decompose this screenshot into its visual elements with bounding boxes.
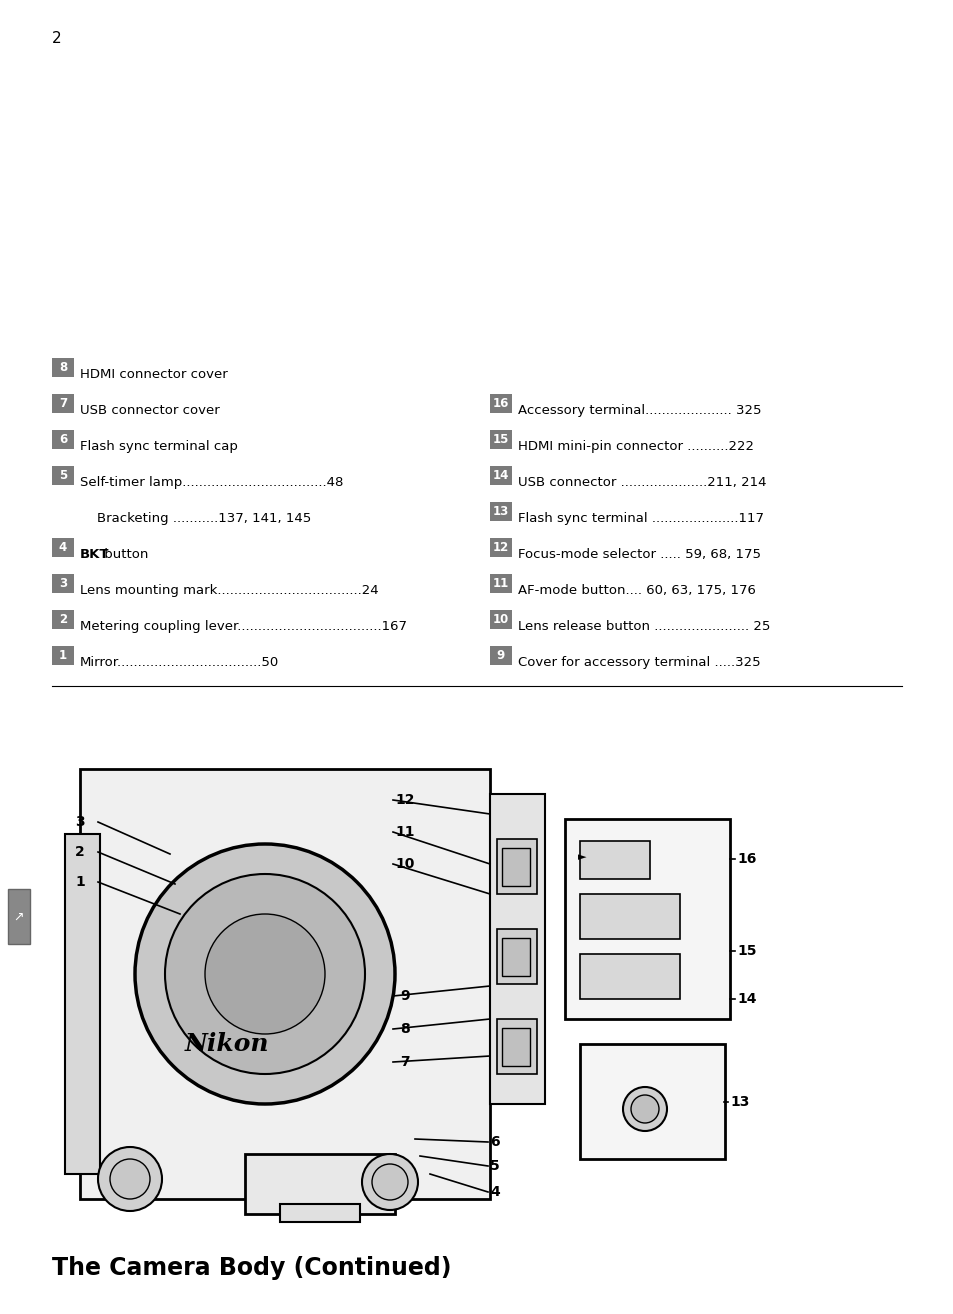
- Text: 9: 9: [497, 649, 504, 662]
- Text: Self-timer lamp...................................48: Self-timer lamp.........................…: [80, 476, 343, 489]
- Circle shape: [205, 915, 325, 1034]
- Bar: [52, 537, 74, 557]
- Bar: [579, 894, 679, 940]
- Text: 5: 5: [490, 1159, 499, 1173]
- Bar: [52, 466, 74, 485]
- Text: 12: 12: [493, 541, 509, 555]
- Bar: [579, 841, 649, 879]
- Text: 4: 4: [59, 541, 67, 555]
- Bar: [497, 929, 537, 984]
- Text: 3: 3: [59, 577, 67, 590]
- Text: Lens release button ....................... 25: Lens release button ....................…: [517, 620, 770, 633]
- Bar: [245, 1154, 395, 1214]
- Text: 2: 2: [59, 614, 67, 625]
- Text: Cover for accessory terminal .....325: Cover for accessory terminal .....325: [517, 656, 760, 669]
- Text: 16: 16: [737, 851, 756, 866]
- Bar: [490, 794, 544, 1104]
- Bar: [497, 1018, 537, 1074]
- Text: 2: 2: [75, 845, 85, 859]
- Circle shape: [110, 1159, 150, 1198]
- Text: 2: 2: [52, 32, 62, 46]
- Bar: [490, 574, 512, 593]
- Bar: [52, 610, 74, 629]
- Text: Flash sync terminal cap: Flash sync terminal cap: [80, 440, 237, 453]
- Text: 10: 10: [395, 857, 414, 871]
- Bar: [579, 1045, 724, 1159]
- Text: 9: 9: [399, 989, 409, 1003]
- Circle shape: [622, 1087, 666, 1131]
- Text: Accessory terminal..................... 325: Accessory terminal..................... …: [517, 403, 760, 417]
- Bar: [501, 1028, 530, 1066]
- Bar: [65, 834, 100, 1173]
- Bar: [280, 1204, 359, 1222]
- Bar: [490, 537, 512, 557]
- Text: 14: 14: [493, 469, 509, 482]
- Text: 5: 5: [59, 469, 67, 482]
- Text: button: button: [100, 548, 149, 561]
- Bar: [52, 574, 74, 593]
- Text: ↗: ↗: [13, 911, 24, 924]
- Circle shape: [165, 874, 365, 1074]
- Text: 7: 7: [399, 1055, 409, 1070]
- Bar: [579, 954, 679, 999]
- Bar: [80, 769, 490, 1198]
- Bar: [490, 394, 512, 413]
- Text: BKT: BKT: [80, 548, 110, 561]
- Text: USB connector cover: USB connector cover: [80, 403, 219, 417]
- Text: 11: 11: [493, 577, 509, 590]
- Text: AF-mode button.... 60, 63, 175, 176: AF-mode button.... 60, 63, 175, 176: [517, 583, 755, 597]
- Text: The Camera Body (Continued): The Camera Body (Continued): [52, 1256, 451, 1280]
- Text: 13: 13: [493, 505, 509, 518]
- Bar: [490, 466, 512, 485]
- Bar: [490, 646, 512, 665]
- Text: Metering coupling lever...................................167: Metering coupling lever.................…: [80, 620, 407, 633]
- Bar: [52, 430, 74, 449]
- Bar: [564, 819, 729, 1018]
- Text: Focus-mode selector ..... 59, 68, 175: Focus-mode selector ..... 59, 68, 175: [517, 548, 760, 561]
- Text: 8: 8: [59, 361, 67, 374]
- Circle shape: [372, 1164, 408, 1200]
- Circle shape: [361, 1154, 417, 1210]
- Text: 15: 15: [737, 943, 756, 958]
- Circle shape: [630, 1095, 659, 1123]
- Bar: [8, 890, 30, 943]
- Text: Bracketing ...........137, 141, 145: Bracketing ...........137, 141, 145: [80, 512, 311, 526]
- Text: 1: 1: [75, 875, 85, 890]
- Text: 4: 4: [490, 1185, 499, 1198]
- Text: 11: 11: [395, 825, 414, 840]
- Bar: [501, 938, 530, 976]
- Text: USB connector .....................211, 214: USB connector .....................211, …: [517, 476, 765, 489]
- Text: 3: 3: [75, 815, 85, 829]
- Text: 16: 16: [493, 397, 509, 410]
- Text: 6: 6: [490, 1135, 499, 1148]
- Circle shape: [98, 1147, 162, 1212]
- Bar: [490, 430, 512, 449]
- Bar: [490, 502, 512, 520]
- Bar: [52, 394, 74, 413]
- Text: 10: 10: [493, 614, 509, 625]
- Text: 13: 13: [729, 1095, 749, 1109]
- Bar: [501, 848, 530, 886]
- Text: 6: 6: [59, 434, 67, 445]
- Text: 15: 15: [493, 434, 509, 445]
- Text: HDMI connector cover: HDMI connector cover: [80, 368, 228, 381]
- Text: 8: 8: [399, 1022, 410, 1035]
- Text: Mirror...................................50: Mirror..................................…: [80, 656, 279, 669]
- Bar: [52, 357, 74, 377]
- Text: 7: 7: [59, 397, 67, 410]
- Text: 14: 14: [737, 992, 756, 1007]
- Text: ►: ►: [578, 851, 586, 862]
- Text: 12: 12: [395, 794, 414, 807]
- Text: HDMI mini-pin connector ..........222: HDMI mini-pin connector ..........222: [517, 440, 753, 453]
- Text: Flash sync terminal .....................117: Flash sync terminal ....................…: [517, 512, 763, 526]
- Circle shape: [135, 844, 395, 1104]
- Text: Nikon: Nikon: [185, 1031, 269, 1056]
- Bar: [490, 610, 512, 629]
- Bar: [52, 646, 74, 665]
- Text: Lens mounting mark...................................24: Lens mounting mark......................…: [80, 583, 378, 597]
- Bar: [497, 840, 537, 894]
- Text: 1: 1: [59, 649, 67, 662]
